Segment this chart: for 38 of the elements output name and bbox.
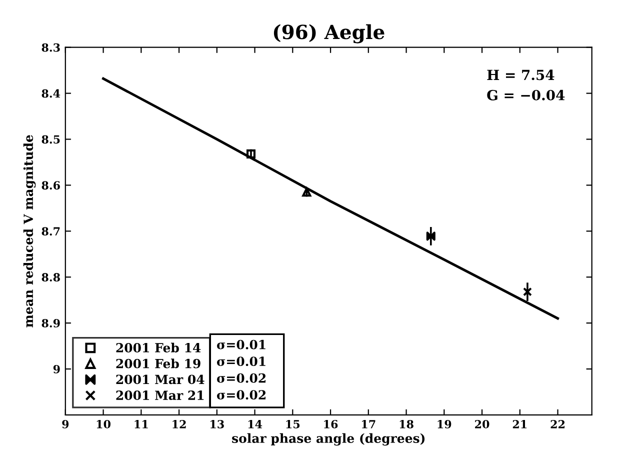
x-tick-label: 22 xyxy=(550,420,564,428)
legend-label: 2001 Feb 14 xyxy=(116,342,201,352)
x-tick-label: 13 xyxy=(210,420,224,428)
x-tick-label: 10 xyxy=(96,420,110,428)
annotation: σ=0.01 xyxy=(216,340,266,350)
y-tick-label: 8.6 xyxy=(42,181,60,190)
y-tick-label: 8.5 xyxy=(42,135,60,144)
annotation: σ=0.02 xyxy=(216,373,266,383)
legend-label: 2001 Feb 19 xyxy=(116,358,200,368)
x-tick-label: 18 xyxy=(400,420,414,428)
x-tick-label: 17 xyxy=(362,420,376,428)
x-tick-label: 16 xyxy=(324,420,338,428)
annotation: σ=0.01 xyxy=(216,356,266,366)
chart-title: (96) Aegle xyxy=(274,24,384,44)
y-tick-label: 8.4 xyxy=(42,89,60,98)
y-tick-label: 9 xyxy=(53,364,60,374)
annotation: σ=0.02 xyxy=(216,390,266,400)
y-tick-label: 8.8 xyxy=(42,273,60,282)
x-tick-label: 11 xyxy=(134,420,148,428)
y-tick-label: 8.7 xyxy=(42,227,60,236)
y-tick-label: 8.3 xyxy=(42,43,60,52)
point xyxy=(246,149,256,158)
point xyxy=(426,232,436,241)
y-axis-title: mean reduced V magnitude xyxy=(23,135,36,328)
annotation: G = −0.04 xyxy=(487,90,565,100)
x-tick-label: 14 xyxy=(248,420,262,428)
x-tick-label: 21 xyxy=(512,420,527,428)
annotation: H = 7.54 xyxy=(487,70,554,80)
point xyxy=(522,287,532,296)
x-tick-label: 19 xyxy=(438,420,452,428)
y-tick-label: 8.9 xyxy=(42,319,60,328)
legend-label: 2001 Mar 21 xyxy=(116,390,204,400)
x-axis-title: solar phase angle (degrees) xyxy=(232,433,425,446)
x-tick-label: 12 xyxy=(172,420,186,428)
x-tick-label: 9 xyxy=(62,420,69,428)
x-tick-label: 15 xyxy=(286,420,300,428)
legend-label: 2001 Mar 04 xyxy=(116,374,204,384)
x-tick-label: 20 xyxy=(475,420,490,428)
